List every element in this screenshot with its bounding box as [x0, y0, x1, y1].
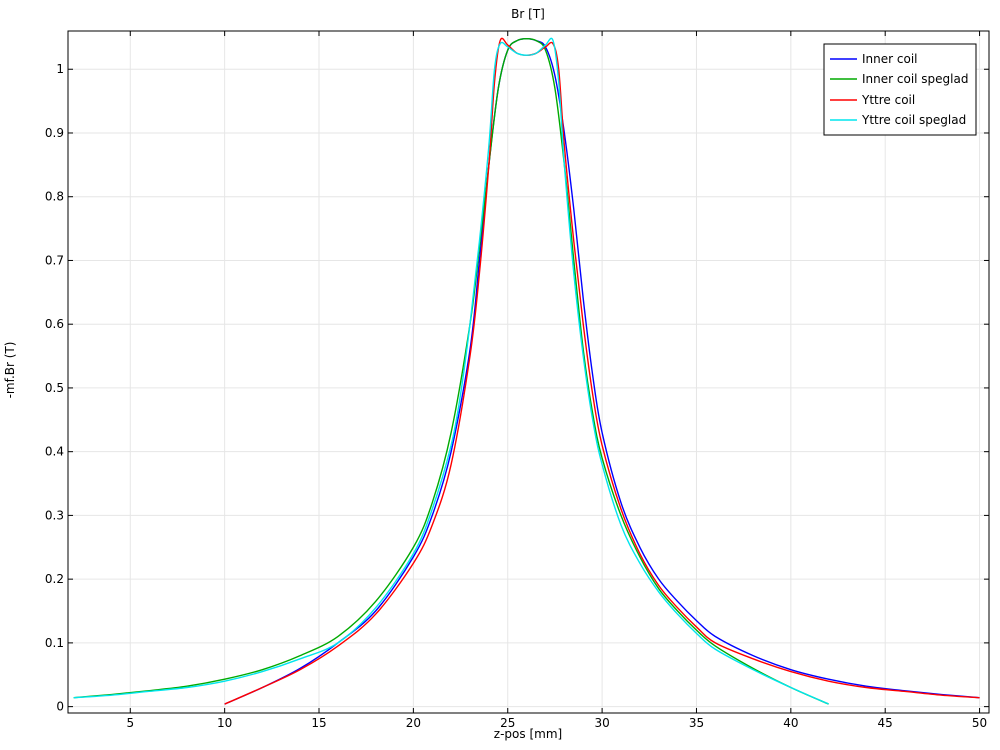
y-tick-label: 0.2 — [45, 572, 64, 586]
x-tick-label: 5 — [126, 716, 134, 730]
y-tick-label: 0.7 — [45, 253, 64, 267]
y-tick-label: 1 — [56, 62, 64, 76]
legend-label-yttre-coil-speglad: Yttre coil speglad — [861, 113, 966, 127]
y-tick-label: 0 — [56, 700, 64, 714]
series-line-yttre-coil-speglad — [73, 37, 829, 705]
x-tick-label: 45 — [878, 716, 893, 730]
legend: Inner coil Inner coil speglad Yttre coil Yt… — [823, 43, 977, 136]
y-tick-label: 0.6 — [45, 317, 64, 331]
y-tick-label: 0.9 — [45, 126, 64, 140]
y-tick-label: 0.1 — [45, 636, 64, 650]
chart-title: Br [T] — [511, 7, 545, 21]
series-layer — [73, 37, 980, 705]
x-tick-label: 50 — [972, 716, 987, 730]
x-tick-label: 35 — [689, 716, 704, 730]
legend-label-inner-coil-speglad: Inner coil speglad — [862, 72, 968, 86]
x-tick-label: 40 — [783, 716, 798, 730]
x-axis-ticks: 5 10 15 20 25 30 35 40 45 50 — [126, 31, 987, 730]
y-tick-label: 0.4 — [45, 445, 64, 459]
series-line-inner-coil-speglad — [73, 37, 829, 705]
y-tick-label: 0.5 — [45, 381, 64, 395]
x-axis-label: z-pos [mm] — [494, 727, 562, 741]
x-tick-label: 20 — [406, 716, 421, 730]
legend-label-inner-coil: Inner coil — [862, 52, 918, 66]
x-tick-label: 10 — [217, 716, 232, 730]
x-tick-label: 30 — [594, 716, 609, 730]
grid — [68, 31, 989, 713]
plot-area-border — [67, 30, 990, 714]
y-tick-label: 0.8 — [45, 190, 64, 204]
series-line-inner-coil — [224, 37, 980, 705]
x-tick-label: 15 — [311, 716, 326, 730]
y-tick-label: 0.3 — [45, 508, 64, 522]
y-axis-ticks: 0 0.1 0.2 0.3 0.4 0.5 0.6 0.7 0.8 0.9 1 — [45, 62, 989, 714]
y-axis-label: -mf.Br (T) — [3, 342, 17, 399]
legend-label-yttre-coil: Yttre coil — [861, 93, 915, 107]
x-tick-label: 25 — [500, 716, 515, 730]
